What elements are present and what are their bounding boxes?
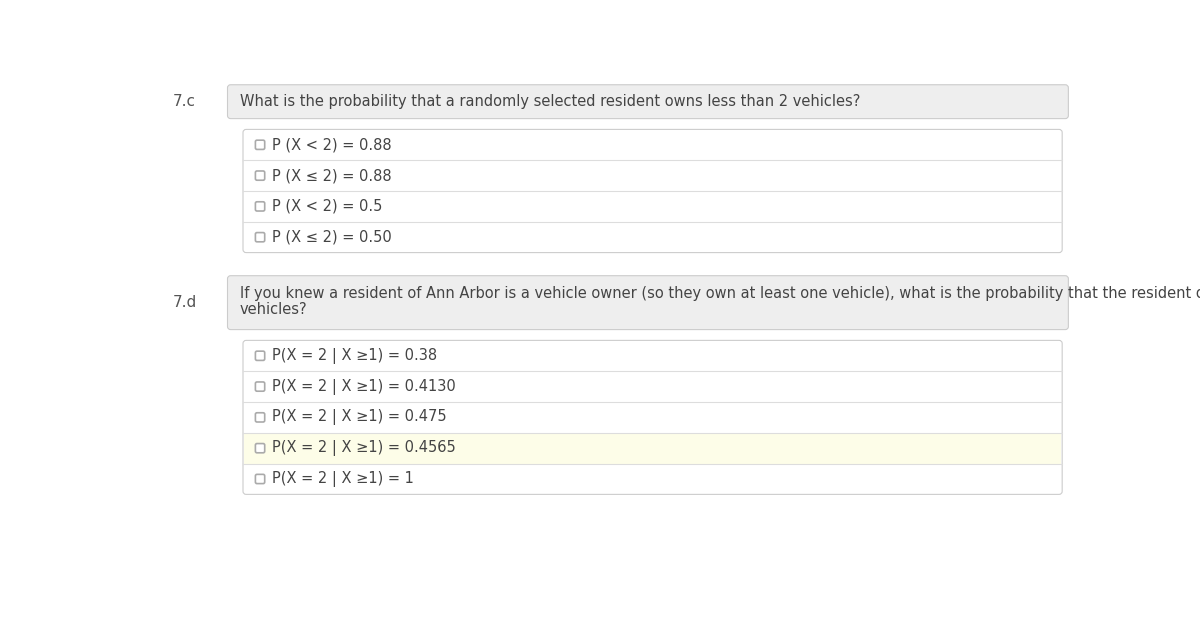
FancyBboxPatch shape	[256, 351, 265, 360]
FancyBboxPatch shape	[256, 171, 265, 180]
Text: vehicles?: vehicles?	[240, 302, 307, 317]
FancyBboxPatch shape	[256, 232, 265, 242]
Bar	[244, 433, 1062, 464]
Text: P (X ≤ 2) = 0.50: P (X ≤ 2) = 0.50	[272, 230, 392, 245]
Text: P(X = 2 | X ≥1) = 0.475: P(X = 2 | X ≥1) = 0.475	[272, 410, 448, 426]
FancyBboxPatch shape	[256, 202, 265, 211]
Text: P(X = 2 | X ≥1) = 0.4565: P(X = 2 | X ≥1) = 0.4565	[272, 440, 456, 456]
Text: 7.d: 7.d	[173, 295, 198, 310]
FancyBboxPatch shape	[256, 444, 265, 453]
Text: P(X = 2 | X ≥1) = 1: P(X = 2 | X ≥1) = 1	[272, 471, 414, 487]
Text: P(X = 2 | X ≥1) = 0.38: P(X = 2 | X ≥1) = 0.38	[272, 348, 438, 364]
Text: P (X ≤ 2) = 0.88: P (X ≤ 2) = 0.88	[272, 168, 392, 183]
FancyBboxPatch shape	[256, 382, 265, 391]
FancyBboxPatch shape	[242, 130, 1062, 252]
FancyBboxPatch shape	[228, 85, 1068, 119]
FancyBboxPatch shape	[242, 340, 1062, 494]
Text: P (X < 2) = 0.88: P (X < 2) = 0.88	[272, 137, 392, 152]
Text: If you knew a resident of Ann Arbor is a vehicle owner (so they own at least one: If you knew a resident of Ann Arbor is a…	[240, 286, 1200, 302]
FancyBboxPatch shape	[228, 275, 1068, 329]
FancyBboxPatch shape	[256, 140, 265, 150]
Text: 7.c: 7.c	[173, 94, 197, 109]
FancyBboxPatch shape	[256, 474, 265, 483]
FancyBboxPatch shape	[256, 413, 265, 422]
Text: P(X = 2 | X ≥1) = 0.4130: P(X = 2 | X ≥1) = 0.4130	[272, 379, 456, 395]
Text: What is the probability that a randomly selected resident owns less than 2 vehic: What is the probability that a randomly …	[240, 94, 860, 109]
Text: P (X < 2) = 0.5: P (X < 2) = 0.5	[272, 199, 383, 214]
